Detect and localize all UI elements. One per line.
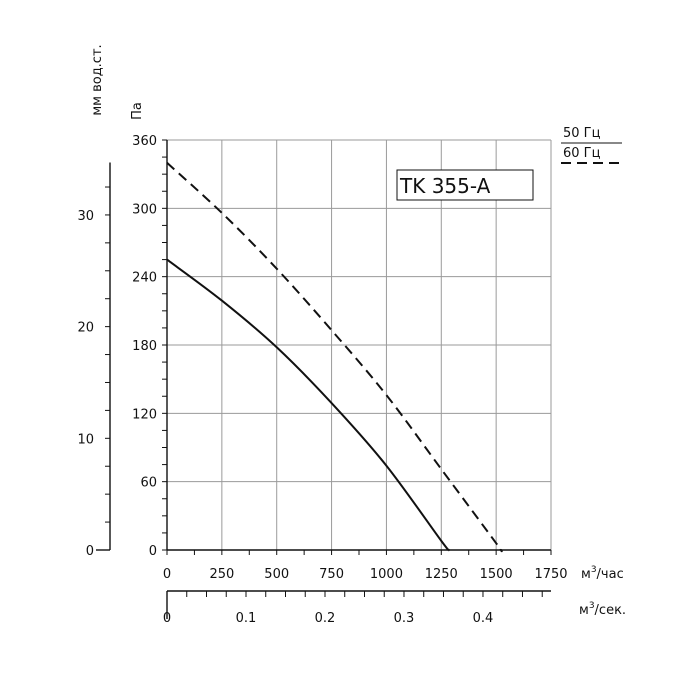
y-axis-unit-pa: Па <box>130 102 145 120</box>
model-label-box: TK 355-A <box>396 169 534 201</box>
x-axis-unit: м3/час <box>581 565 624 582</box>
y2-tick-label: 10 <box>77 432 94 447</box>
x2-tick-label: 0.1 <box>236 611 257 626</box>
x-tick-label: 0 <box>163 567 171 582</box>
x2-axis-unit: м3/сек. <box>579 601 626 618</box>
x-tick-label: 250 <box>209 567 234 582</box>
series-line-2 <box>166 162 503 553</box>
x-tick-label: 1750 <box>534 567 567 582</box>
y2-axis-unit: мм вод.ст. <box>90 44 105 115</box>
y2-tick-label: 0 <box>86 544 94 559</box>
legend-label-2: 60 Гц <box>563 146 601 161</box>
x-tick-label: 750 <box>319 567 344 582</box>
x-tick-label: 500 <box>264 567 289 582</box>
x-tick-label: 1000 <box>370 567 403 582</box>
y-tick-label: 300 <box>132 202 157 217</box>
y-tick-label: 120 <box>132 407 157 422</box>
grid <box>166 139 552 551</box>
legend-label-1: 50 Гц <box>563 126 601 141</box>
x2-tick-label: 0.2 <box>315 611 336 626</box>
model-label: TK 355-A <box>399 174 491 198</box>
x-tick-label: 1500 <box>480 567 513 582</box>
legend: 50 Гц 60 Гц <box>561 126 622 164</box>
series-line-1 <box>166 258 450 552</box>
x2-tick-label: 0 <box>163 611 171 626</box>
y2-tick-label: 30 <box>77 209 94 224</box>
y-tick-label: 180 <box>132 339 157 354</box>
x-tick-label: 1250 <box>425 567 458 582</box>
series <box>166 162 503 553</box>
y2-tick-label: 20 <box>77 321 94 336</box>
x2-tick-label: 0.4 <box>473 611 494 626</box>
y-tick-label: 60 <box>140 476 157 491</box>
y-tick-label: 360 <box>132 134 157 149</box>
x2-tick-label: 0.3 <box>394 611 415 626</box>
y-tick-label: 240 <box>132 271 157 286</box>
y-tick-label: 0 <box>149 544 157 559</box>
